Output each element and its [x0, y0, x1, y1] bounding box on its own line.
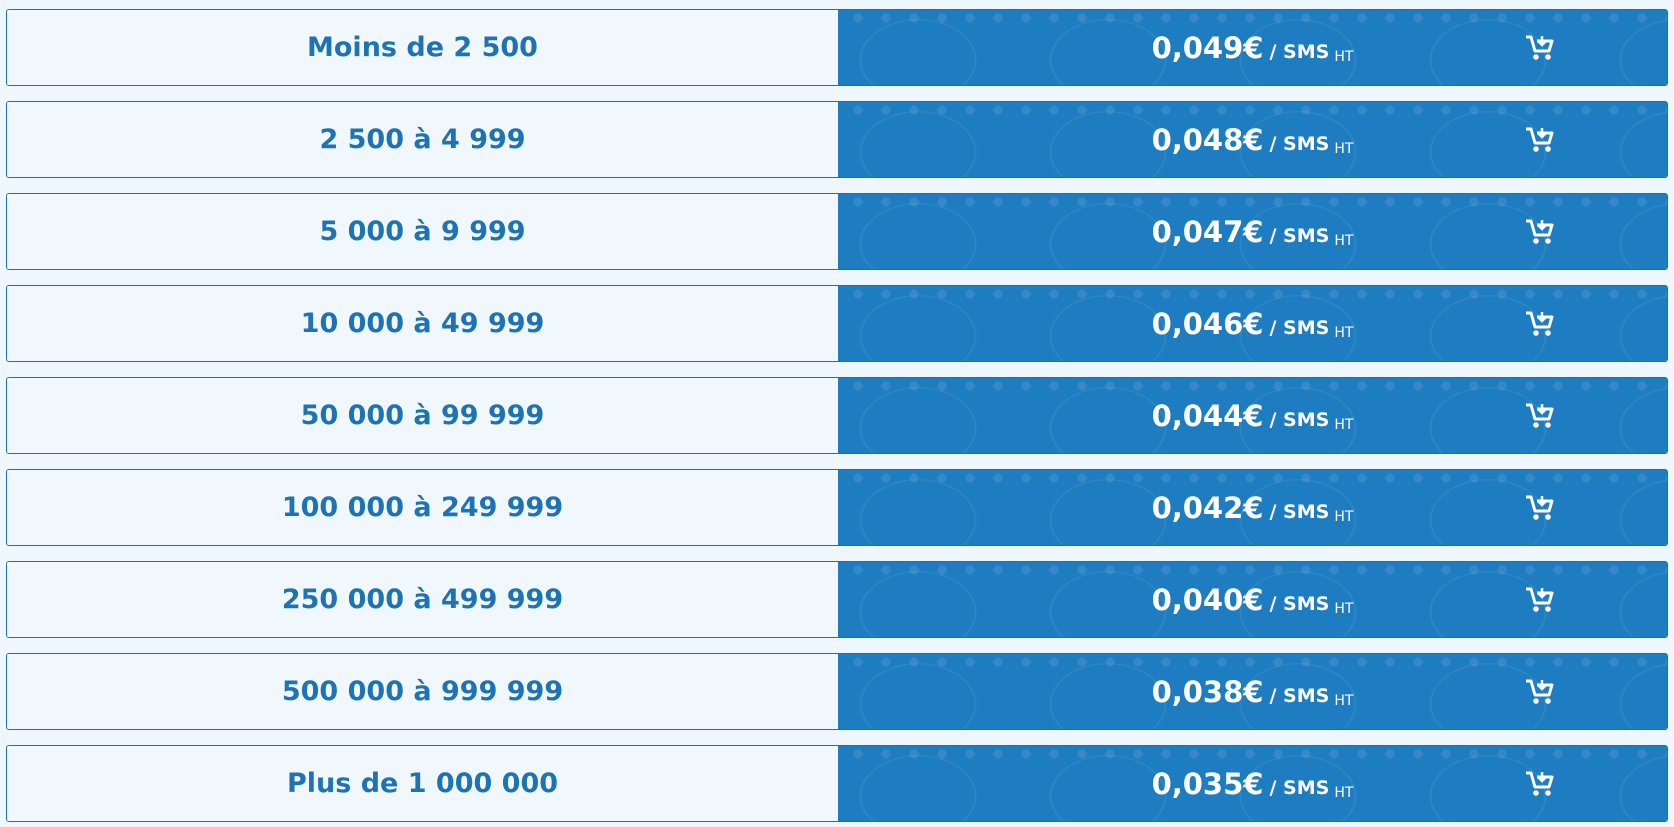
- add-to-cart[interactable]: [1525, 494, 1555, 522]
- price-cell: 0,048€ / SMS HT: [838, 102, 1667, 177]
- unit-price: 0,046€: [1151, 306, 1264, 341]
- add-to-cart[interactable]: [1525, 126, 1555, 154]
- price-unit: / SMS: [1269, 40, 1330, 63]
- add-to-cart[interactable]: [1525, 678, 1555, 706]
- unit-price: 0,049€: [1151, 30, 1264, 65]
- price-row: Moins de 2 500 0,049€ / SMS HT: [6, 9, 1668, 86]
- price-unit: / SMS: [1269, 316, 1330, 339]
- price-text: 0,040€ / SMS HT: [1152, 583, 1354, 617]
- price-cell: 0,046€ / SMS HT: [838, 286, 1667, 361]
- unit-price: 0,035€: [1151, 766, 1264, 801]
- add-to-cart[interactable]: [1525, 770, 1555, 798]
- unit-price: 0,042€: [1151, 490, 1264, 525]
- volume-range: 250 000 à 499 999: [7, 562, 838, 637]
- tax-label: HT: [1334, 48, 1354, 65]
- price-unit: / SMS: [1269, 500, 1330, 523]
- price-row: 50 000 à 99 999 0,044€ / SMS HT: [6, 377, 1668, 454]
- price-cell: 0,044€ / SMS HT: [838, 378, 1667, 453]
- price-unit: / SMS: [1269, 408, 1330, 431]
- price-unit: / SMS: [1269, 776, 1330, 799]
- unit-price: 0,038€: [1151, 674, 1264, 709]
- price-cell: 0,047€ / SMS HT: [838, 194, 1667, 269]
- volume-range: 100 000 à 249 999: [7, 470, 838, 545]
- price-text: 0,047€ / SMS HT: [1152, 215, 1354, 249]
- price-unit: / SMS: [1269, 132, 1330, 155]
- price-text: 0,046€ / SMS HT: [1152, 307, 1354, 341]
- add-to-cart[interactable]: [1525, 586, 1555, 614]
- volume-range: 50 000 à 99 999: [7, 378, 838, 453]
- volume-range: 500 000 à 999 999: [7, 654, 838, 729]
- tax-label: HT: [1334, 232, 1354, 249]
- volume-range: 2 500 à 4 999: [7, 102, 838, 177]
- add-to-cart[interactable]: [1525, 218, 1555, 246]
- volume-range: 5 000 à 9 999: [7, 194, 838, 269]
- price-cell: 0,042€ / SMS HT: [838, 470, 1667, 545]
- price-row: 2 500 à 4 999 0,048€ / SMS HT: [6, 101, 1668, 178]
- price-text: 0,048€ / SMS HT: [1152, 123, 1354, 157]
- volume-range: Plus de 1 000 000: [7, 746, 838, 821]
- price-cell: 0,040€ / SMS HT: [838, 562, 1667, 637]
- tax-label: HT: [1334, 692, 1354, 709]
- unit-price: 0,044€: [1151, 398, 1264, 433]
- volume-range: Moins de 2 500: [7, 10, 838, 85]
- price-row: 10 000 à 49 999 0,046€ / SMS HT: [6, 285, 1668, 362]
- tax-label: HT: [1334, 600, 1354, 617]
- unit-price: 0,040€: [1151, 582, 1264, 617]
- add-to-cart[interactable]: [1525, 402, 1555, 430]
- price-text: 0,042€ / SMS HT: [1152, 491, 1354, 525]
- price-unit: / SMS: [1269, 684, 1330, 707]
- price-unit: / SMS: [1269, 224, 1330, 247]
- tax-label: HT: [1334, 140, 1354, 157]
- tax-label: HT: [1334, 784, 1354, 801]
- price-row: 5 000 à 9 999 0,047€ / SMS HT: [6, 193, 1668, 270]
- price-text: 0,049€ / SMS HT: [1152, 31, 1354, 65]
- volume-range: 10 000 à 49 999: [7, 286, 838, 361]
- price-unit: / SMS: [1269, 592, 1330, 615]
- price-text: 0,038€ / SMS HT: [1152, 675, 1354, 709]
- tax-label: HT: [1334, 508, 1354, 525]
- price-text: 0,035€ / SMS HT: [1152, 767, 1354, 801]
- price-text: 0,044€ / SMS HT: [1152, 399, 1354, 433]
- unit-price: 0,048€: [1151, 122, 1264, 157]
- price-cell: 0,049€ / SMS HT: [838, 10, 1667, 85]
- unit-price: 0,047€: [1151, 214, 1264, 249]
- price-row: Plus de 1 000 000 0,035€ / SMS HT: [6, 745, 1668, 822]
- price-row: 100 000 à 249 999 0,042€ / SMS HT: [6, 469, 1668, 546]
- price-cell: 0,035€ / SMS HT: [838, 746, 1667, 821]
- price-row: 500 000 à 999 999 0,038€ / SMS HT: [6, 653, 1668, 730]
- add-to-cart[interactable]: [1525, 34, 1555, 62]
- price-cell: 0,038€ / SMS HT: [838, 654, 1667, 729]
- price-row: 250 000 à 499 999 0,040€ / SMS HT: [6, 561, 1668, 638]
- tax-label: HT: [1334, 324, 1354, 341]
- tax-label: HT: [1334, 416, 1354, 433]
- add-to-cart[interactable]: [1525, 310, 1555, 338]
